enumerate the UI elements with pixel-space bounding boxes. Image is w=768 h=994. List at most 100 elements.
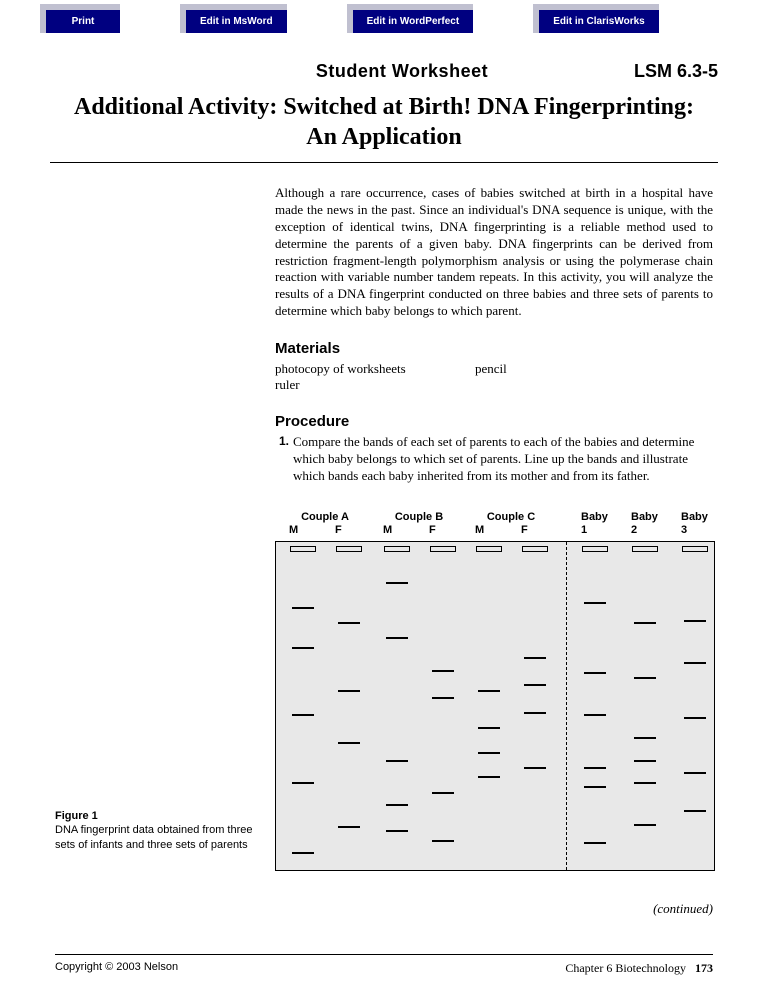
page-footer: Copyright © 2003 Nelson Chapter 6 Biotec… xyxy=(55,954,713,976)
gel-divider xyxy=(566,542,567,870)
material-item: pencil xyxy=(475,361,507,377)
gel-well xyxy=(430,546,456,552)
gel-band xyxy=(634,782,656,784)
step-text: Compare the bands of each set of parents… xyxy=(293,434,713,485)
gel-band xyxy=(684,620,706,622)
figure-caption-text: DNA fingerprint data obtained from three… xyxy=(55,824,253,850)
gel-band xyxy=(478,776,500,778)
print-button[interactable]: Print xyxy=(40,4,120,33)
materials-list: photocopy of worksheets ruler pencil xyxy=(275,361,713,393)
lane-sub-label: F xyxy=(429,524,455,536)
edit-clarisworks-button[interactable]: Edit in ClarisWorks xyxy=(533,4,659,33)
gel-well xyxy=(682,546,708,552)
toolbar: Print Edit in MsWord Edit in WordPerfect… xyxy=(0,0,768,37)
lsm-code: LSM 6.3-5 xyxy=(634,61,718,82)
lane-group-label: Couple BMF xyxy=(383,511,455,523)
gel-band xyxy=(684,662,706,664)
gel-band xyxy=(432,840,454,842)
title-rule xyxy=(50,162,718,163)
gel-band xyxy=(292,714,314,716)
lane-group-label: Couple CMF xyxy=(475,511,547,523)
gel-well xyxy=(632,546,658,552)
gel-band xyxy=(478,727,500,729)
continued-label: (continued) xyxy=(0,901,713,917)
gel-band xyxy=(292,852,314,854)
lane-group-label: Baby2 xyxy=(631,511,657,523)
edit-msword-button[interactable]: Edit in MsWord xyxy=(180,4,287,33)
gel-band xyxy=(684,717,706,719)
gel-band xyxy=(584,842,606,844)
lane-group-label: Couple AMF xyxy=(289,511,361,523)
gel-band xyxy=(386,804,408,806)
procedure-heading: Procedure xyxy=(275,413,713,430)
gel-band xyxy=(386,637,408,639)
gel-band xyxy=(292,782,314,784)
gel-band xyxy=(292,607,314,609)
gel-band xyxy=(432,792,454,794)
gel-band xyxy=(684,810,706,812)
figure-number: Figure 1 xyxy=(55,810,98,822)
body-column: Although a rare occurrence, cases of bab… xyxy=(275,185,713,485)
gel-figure: Couple AMF Couple BMF Couple CMF Baby1 Baby2… xyxy=(275,511,713,871)
gel-band xyxy=(584,767,606,769)
page-number: 173 xyxy=(695,961,713,975)
lane-sub-label: 3 xyxy=(681,524,707,536)
worksheet-header: Student Worksheet LSM 6.3-5 xyxy=(0,37,768,86)
gel-band xyxy=(338,742,360,744)
gel-band xyxy=(338,826,360,828)
gel-band xyxy=(432,670,454,672)
lane-sub-label: M xyxy=(289,524,315,536)
figure-caption: Figure 1 DNA fingerprint data obtained f… xyxy=(55,809,255,852)
lane-sub-label: 2 xyxy=(631,524,657,536)
worksheet-label: Student Worksheet xyxy=(170,61,634,82)
material-item: photocopy of worksheets xyxy=(275,361,475,377)
lane-group-label: Baby1 xyxy=(581,511,607,523)
gel-band xyxy=(386,760,408,762)
gel-band xyxy=(338,622,360,624)
material-item: ruler xyxy=(275,377,475,393)
gel-band xyxy=(634,760,656,762)
gel-band xyxy=(634,622,656,624)
gel-band xyxy=(584,714,606,716)
gel-band xyxy=(292,647,314,649)
lane-group-label: Baby3 xyxy=(681,511,707,523)
gel-well xyxy=(582,546,608,552)
lane-sub-label: 1 xyxy=(581,524,607,536)
gel-band xyxy=(584,602,606,604)
gel-well xyxy=(336,546,362,552)
gel-band xyxy=(338,690,360,692)
gel-band xyxy=(386,582,408,584)
edit-wordperfect-button[interactable]: Edit in WordPerfect xyxy=(347,4,474,33)
intro-paragraph: Although a rare occurrence, cases of bab… xyxy=(275,185,713,320)
copyright-text: Copyright © 2003 Nelson xyxy=(55,961,178,976)
gel-band xyxy=(684,772,706,774)
gel-band xyxy=(524,767,546,769)
gel-band xyxy=(634,737,656,739)
gel-band xyxy=(478,752,500,754)
procedure-step: 1. Compare the bands of each set of pare… xyxy=(275,434,713,485)
gel-band xyxy=(432,697,454,699)
lane-sub-label: F xyxy=(521,524,547,536)
gel-band xyxy=(478,690,500,692)
gel-diagram xyxy=(275,541,715,871)
gel-well xyxy=(522,546,548,552)
lane-sub-label: M xyxy=(475,524,501,536)
gel-well xyxy=(476,546,502,552)
gel-well xyxy=(290,546,316,552)
gel-band xyxy=(634,824,656,826)
lane-sub-label: M xyxy=(383,524,409,536)
gel-band xyxy=(524,712,546,714)
lane-labels-row: Couple AMF Couple BMF Couple CMF Baby1 Baby2… xyxy=(275,511,715,539)
page-title: Additional Activity: Switched at Birth! … xyxy=(0,86,768,162)
gel-band xyxy=(634,677,656,679)
gel-band xyxy=(524,657,546,659)
gel-band xyxy=(524,684,546,686)
gel-band xyxy=(584,786,606,788)
gel-band xyxy=(386,830,408,832)
chapter-label: Chapter 6 Biotechnology xyxy=(565,961,686,975)
gel-band xyxy=(584,672,606,674)
lane-sub-label: F xyxy=(335,524,361,536)
step-number: 1. xyxy=(275,434,293,485)
gel-well xyxy=(384,546,410,552)
materials-heading: Materials xyxy=(275,340,713,357)
